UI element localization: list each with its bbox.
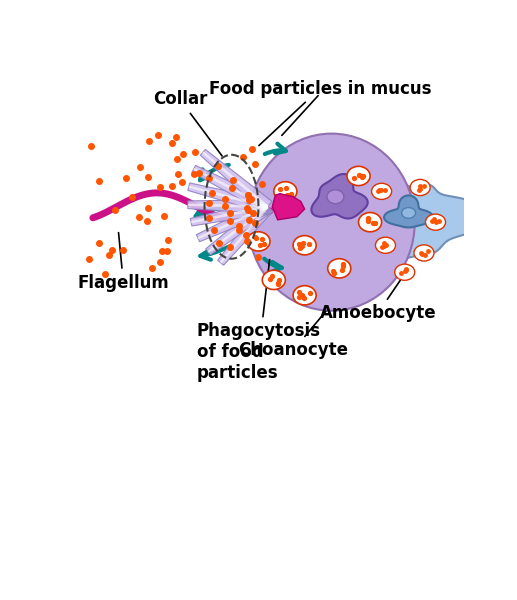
Ellipse shape	[293, 236, 316, 255]
Ellipse shape	[410, 179, 430, 196]
Ellipse shape	[394, 264, 415, 280]
Polygon shape	[193, 168, 268, 208]
Text: Flagellum: Flagellum	[78, 233, 169, 292]
Ellipse shape	[347, 166, 370, 185]
Ellipse shape	[402, 208, 416, 218]
Ellipse shape	[372, 183, 392, 199]
Polygon shape	[191, 205, 268, 223]
Ellipse shape	[293, 286, 316, 305]
Polygon shape	[202, 151, 269, 208]
Text: Phagocytosis
of food
particles: Phagocytosis of food particles	[197, 260, 321, 382]
Polygon shape	[311, 174, 368, 218]
Polygon shape	[200, 149, 272, 212]
Polygon shape	[332, 167, 487, 259]
Polygon shape	[188, 183, 269, 214]
Ellipse shape	[327, 190, 344, 203]
Polygon shape	[220, 206, 269, 263]
Ellipse shape	[247, 232, 270, 251]
Ellipse shape	[274, 182, 297, 201]
Ellipse shape	[328, 259, 351, 278]
Polygon shape	[190, 200, 269, 226]
Ellipse shape	[425, 214, 446, 230]
Ellipse shape	[248, 134, 415, 311]
Ellipse shape	[414, 245, 434, 261]
Text: Collar: Collar	[153, 91, 222, 156]
Ellipse shape	[262, 270, 285, 290]
Ellipse shape	[375, 237, 396, 253]
Polygon shape	[189, 185, 268, 208]
Polygon shape	[218, 202, 273, 265]
Polygon shape	[192, 166, 271, 213]
Polygon shape	[384, 196, 433, 227]
Polygon shape	[272, 194, 305, 220]
Polygon shape	[188, 203, 268, 208]
Text: Amoebocyte: Amoebocyte	[320, 276, 436, 322]
Text: Choanocyte: Choanocyte	[238, 311, 348, 359]
Polygon shape	[206, 201, 272, 255]
Ellipse shape	[358, 212, 382, 232]
Polygon shape	[188, 200, 268, 214]
Polygon shape	[207, 206, 269, 253]
Polygon shape	[196, 200, 270, 242]
Polygon shape	[197, 205, 268, 239]
Text: Food particles in mucus: Food particles in mucus	[209, 80, 431, 146]
